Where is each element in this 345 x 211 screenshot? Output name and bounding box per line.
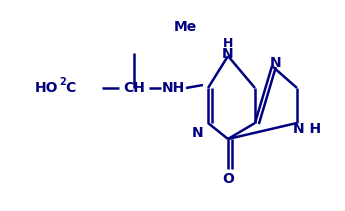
Text: N: N xyxy=(192,126,204,140)
Text: N H: N H xyxy=(293,122,321,136)
Text: N: N xyxy=(222,47,234,61)
Text: O: O xyxy=(222,172,234,186)
Text: NH: NH xyxy=(161,81,185,95)
Text: 2: 2 xyxy=(59,77,66,87)
Text: N: N xyxy=(270,56,282,70)
Text: C: C xyxy=(65,81,75,95)
Text: HO: HO xyxy=(35,81,59,95)
Text: Me: Me xyxy=(174,20,197,34)
Text: CH: CH xyxy=(123,81,145,95)
Text: H: H xyxy=(223,37,233,50)
